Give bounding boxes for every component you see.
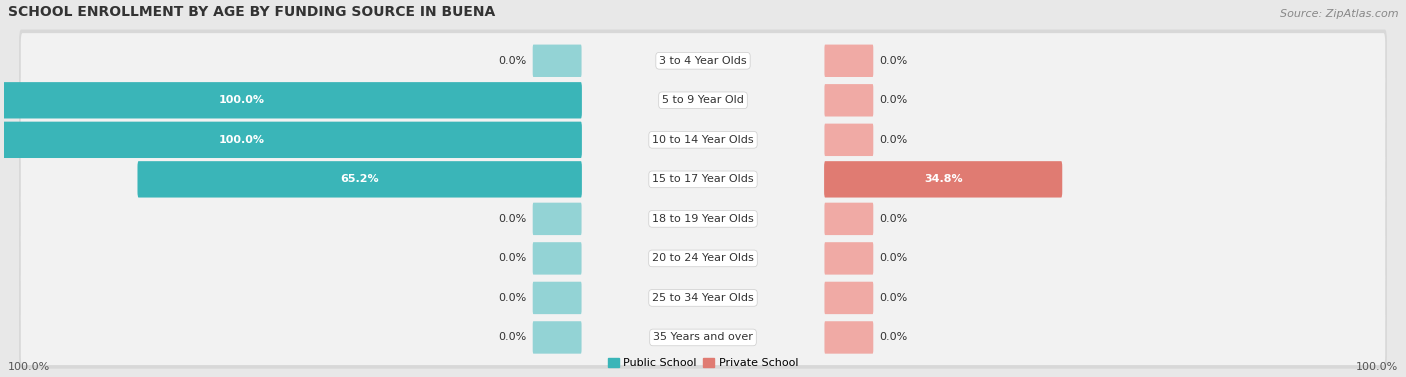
FancyBboxPatch shape (21, 231, 1385, 286)
Text: 35 Years and over: 35 Years and over (652, 333, 754, 342)
Text: 0.0%: 0.0% (498, 214, 527, 224)
FancyBboxPatch shape (20, 69, 1386, 132)
Text: 100.0%: 100.0% (7, 362, 49, 372)
Text: 25 to 34 Year Olds: 25 to 34 Year Olds (652, 293, 754, 303)
FancyBboxPatch shape (0, 82, 582, 118)
Text: 34.8%: 34.8% (924, 174, 963, 184)
FancyBboxPatch shape (824, 282, 873, 314)
FancyBboxPatch shape (824, 161, 1063, 198)
Text: 5 to 9 Year Old: 5 to 9 Year Old (662, 95, 744, 105)
Text: 100.0%: 100.0% (1357, 362, 1399, 372)
FancyBboxPatch shape (824, 84, 873, 116)
FancyBboxPatch shape (533, 44, 582, 77)
Legend: Public School, Private School: Public School, Private School (603, 353, 803, 372)
FancyBboxPatch shape (21, 73, 1385, 128)
FancyBboxPatch shape (824, 203, 873, 235)
Text: 100.0%: 100.0% (219, 135, 264, 145)
FancyBboxPatch shape (20, 267, 1386, 329)
Text: 0.0%: 0.0% (498, 253, 527, 264)
Text: Source: ZipAtlas.com: Source: ZipAtlas.com (1279, 9, 1399, 19)
FancyBboxPatch shape (21, 191, 1385, 247)
FancyBboxPatch shape (21, 33, 1385, 89)
FancyBboxPatch shape (533, 282, 582, 314)
Text: 20 to 24 Year Olds: 20 to 24 Year Olds (652, 253, 754, 264)
Text: 10 to 14 Year Olds: 10 to 14 Year Olds (652, 135, 754, 145)
FancyBboxPatch shape (20, 29, 1386, 92)
Text: 0.0%: 0.0% (498, 293, 527, 303)
Text: 0.0%: 0.0% (879, 253, 908, 264)
FancyBboxPatch shape (0, 122, 582, 158)
FancyBboxPatch shape (824, 124, 873, 156)
FancyBboxPatch shape (20, 188, 1386, 250)
FancyBboxPatch shape (824, 242, 873, 274)
Text: 0.0%: 0.0% (879, 56, 908, 66)
Text: 15 to 17 Year Olds: 15 to 17 Year Olds (652, 174, 754, 184)
Text: 0.0%: 0.0% (498, 56, 527, 66)
FancyBboxPatch shape (20, 109, 1386, 171)
FancyBboxPatch shape (533, 321, 582, 354)
FancyBboxPatch shape (21, 310, 1385, 365)
FancyBboxPatch shape (824, 44, 873, 77)
FancyBboxPatch shape (138, 161, 582, 198)
FancyBboxPatch shape (824, 321, 873, 354)
FancyBboxPatch shape (21, 112, 1385, 167)
FancyBboxPatch shape (20, 148, 1386, 211)
FancyBboxPatch shape (21, 152, 1385, 207)
Text: 0.0%: 0.0% (498, 333, 527, 342)
FancyBboxPatch shape (20, 227, 1386, 290)
Text: 0.0%: 0.0% (879, 135, 908, 145)
FancyBboxPatch shape (20, 306, 1386, 369)
FancyBboxPatch shape (21, 270, 1385, 326)
Text: 0.0%: 0.0% (879, 293, 908, 303)
Text: 0.0%: 0.0% (879, 95, 908, 105)
Text: 0.0%: 0.0% (879, 214, 908, 224)
Text: 18 to 19 Year Olds: 18 to 19 Year Olds (652, 214, 754, 224)
Text: 3 to 4 Year Olds: 3 to 4 Year Olds (659, 56, 747, 66)
FancyBboxPatch shape (533, 242, 582, 274)
FancyBboxPatch shape (533, 203, 582, 235)
Text: SCHOOL ENROLLMENT BY AGE BY FUNDING SOURCE IN BUENA: SCHOOL ENROLLMENT BY AGE BY FUNDING SOUR… (7, 5, 495, 19)
Text: 65.2%: 65.2% (340, 174, 380, 184)
Text: 0.0%: 0.0% (879, 333, 908, 342)
Text: 100.0%: 100.0% (219, 95, 264, 105)
